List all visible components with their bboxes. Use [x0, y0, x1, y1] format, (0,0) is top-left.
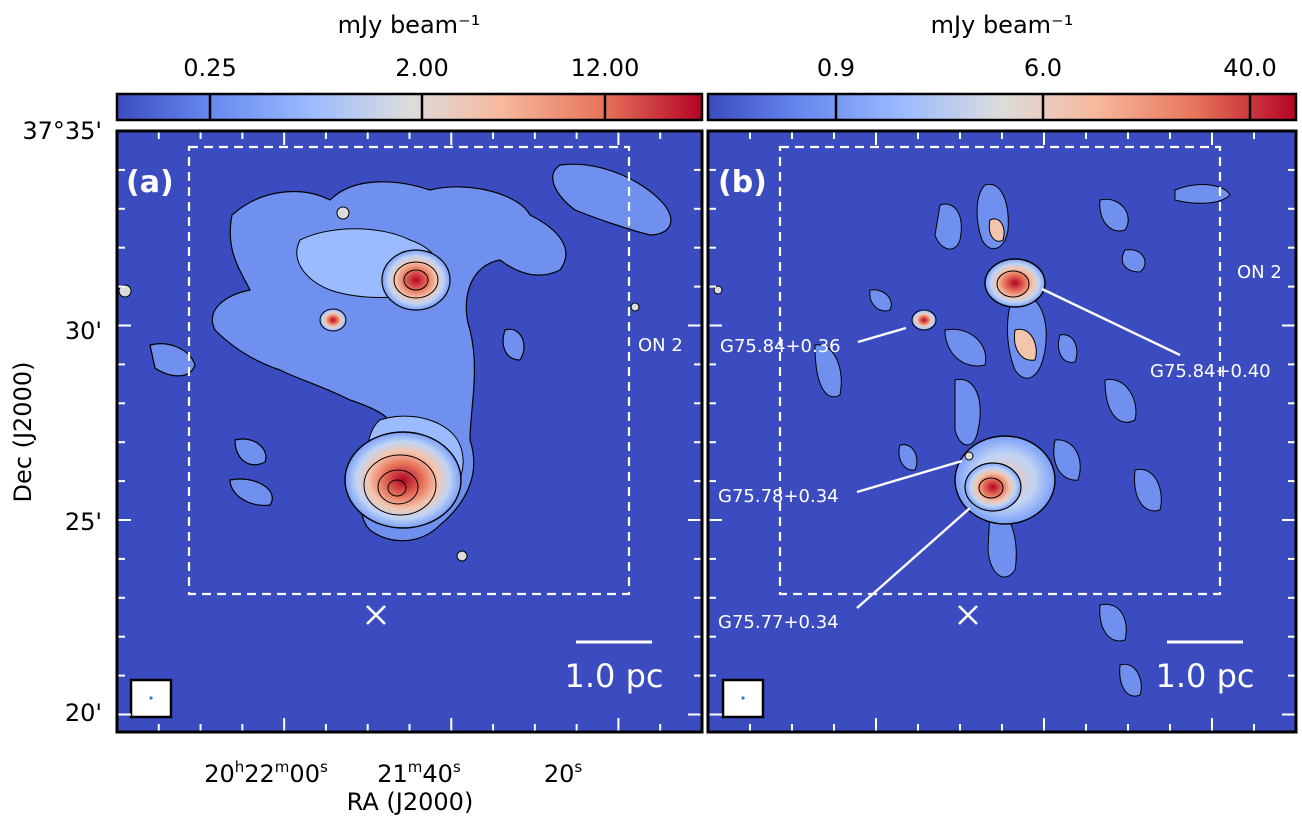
map-b: 1.0 pc (b) ON 2 G75.84+0.36 G75.84+0.40 … [708, 131, 1296, 732]
map-a: 1.0 pc (a) ON 2 [117, 131, 702, 732]
colorbar-a-tick-label: 0.25 [183, 54, 236, 82]
source-a-west [319, 308, 347, 332]
annotation-g75-84-040: G75.84+0.40 [1150, 361, 1271, 382]
frame-a [115, 129, 704, 734]
colorbar-b-tick-label: 40.0 [1223, 54, 1276, 82]
emission-b-warm [988, 218, 1037, 361]
colorbar-b [706, 92, 1298, 122]
field-box-b [778, 145, 1222, 596]
source-a-south-contour [363, 454, 437, 516]
y-tick-label: 37°35' [22, 117, 102, 145]
field-box-a [187, 145, 631, 596]
frame-b [706, 129, 1298, 734]
y-axis-label: Dec (J2000) [9, 362, 37, 503]
beam-b [741, 696, 745, 700]
source-b-south [964, 462, 1022, 512]
y-tick-label: 20' [65, 699, 102, 727]
y-tick-label: 30' [65, 317, 102, 345]
source-a-north [381, 249, 451, 311]
source-b-west [911, 309, 937, 331]
compact-source [456, 550, 468, 562]
leader-g75-77-034 [856, 507, 971, 609]
source-a-south [344, 431, 462, 529]
leader-g75-84-040 [1041, 287, 1181, 357]
scalebar-a-label: 1.0 pc [565, 657, 664, 695]
colorbar-a-label: mJy beam⁻¹ [338, 11, 481, 39]
source-a-north-contour [393, 261, 439, 299]
beam-a [149, 696, 153, 700]
compact-source [336, 206, 350, 220]
annotation-g75-78-034: G75.78+0.34 [718, 486, 839, 507]
x-axis-label: RA (J2000) [347, 788, 474, 816]
annotation-g75-84-036: G75.84+0.36 [720, 336, 841, 357]
colorbar-b-tick-label: 0.9 [817, 54, 855, 82]
y-tick-label: 25' [65, 508, 102, 536]
source-a-north-contour [403, 269, 429, 291]
panel-b: mJy beam⁻¹ 0.9 6.0 40.0 [706, 11, 1298, 734]
cross-marker-b [958, 605, 978, 625]
compact-source [630, 302, 640, 312]
beam-box-a [129, 678, 173, 719]
colorbar-a [115, 92, 704, 122]
leader-lines [856, 287, 1181, 609]
source-a-south-contour [387, 479, 407, 497]
colorbar-a-tick-label: 12.00 [571, 54, 640, 82]
cross-marker-a [366, 605, 386, 625]
colorbar-b-label: mJy beam⁻¹ [931, 11, 1074, 39]
panel-a-label: (a) [126, 165, 174, 200]
leader-g75-78-034 [856, 459, 963, 494]
source-b-north-contour [996, 270, 1030, 298]
compact-source [713, 285, 723, 295]
scalebar-b-label: 1.0 pc [1156, 657, 1255, 695]
colorbar-a-tick-label: 2.00 [395, 54, 448, 82]
x-tick-label: 20h22m00s [204, 758, 328, 788]
leader-g75-84-036 [857, 326, 907, 344]
source-b-south-contour [978, 477, 1004, 499]
x-tick-label: 20s [544, 758, 583, 788]
compact-source [118, 284, 132, 298]
x-tick-label: 21m40s [377, 758, 461, 788]
emission-a [149, 163, 672, 542]
annotation-on2-a: ON 2 [638, 335, 683, 356]
compact-source [964, 451, 974, 461]
panel-a: mJy beam⁻¹ 0.25 2.00 12.00 [9, 11, 704, 816]
panel-b-label: (b) [718, 165, 767, 200]
colorbar-b-tick-label: 6.0 [1024, 54, 1062, 82]
emission-b [814, 183, 1231, 697]
source-b-north [984, 258, 1046, 308]
annotation-on2-b: ON 2 [1237, 262, 1282, 283]
source-a-south-contour [377, 469, 419, 505]
annotation-g75-77-034: G75.77+0.34 [718, 612, 839, 633]
